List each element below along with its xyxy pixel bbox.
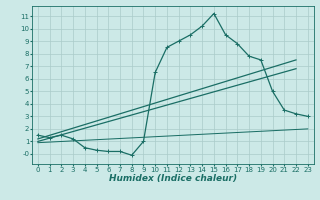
X-axis label: Humidex (Indice chaleur): Humidex (Indice chaleur)	[109, 174, 237, 183]
